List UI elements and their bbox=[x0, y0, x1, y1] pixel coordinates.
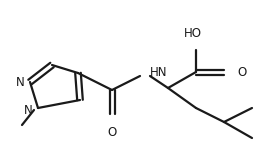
Text: N: N bbox=[16, 76, 25, 89]
Text: N: N bbox=[24, 104, 33, 117]
Text: O: O bbox=[237, 66, 246, 79]
Text: O: O bbox=[107, 126, 117, 139]
Text: HN: HN bbox=[150, 66, 167, 79]
Text: HO: HO bbox=[184, 27, 202, 40]
